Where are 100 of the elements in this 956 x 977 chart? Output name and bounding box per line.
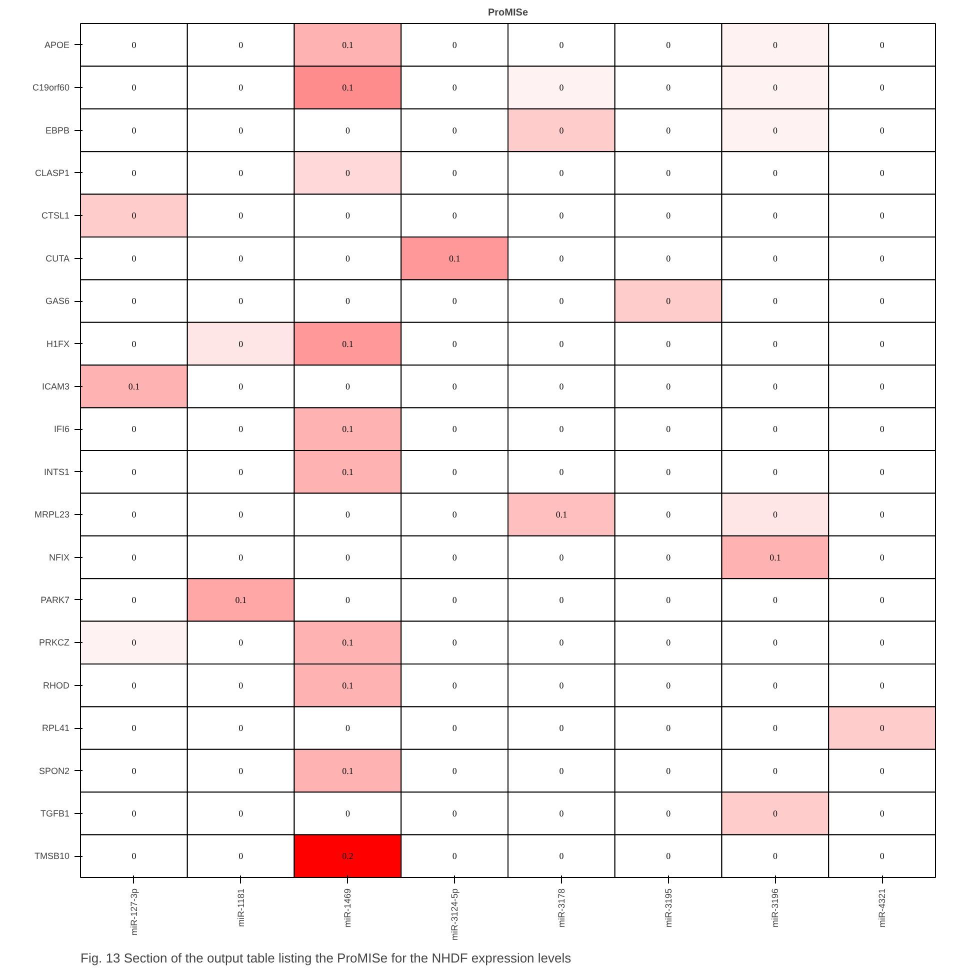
chart-title: ProMISe bbox=[488, 8, 528, 18]
data-label: 0 bbox=[238, 723, 244, 734]
data-label: 0 bbox=[666, 808, 672, 818]
data-label: 0.1 bbox=[128, 381, 140, 392]
x-tick-label: miR-3195 bbox=[663, 888, 674, 928]
data-label: 0 bbox=[666, 381, 672, 392]
data-label: 0 bbox=[132, 168, 137, 178]
data-label: 0 bbox=[880, 381, 885, 392]
data-label: 0 bbox=[559, 210, 564, 221]
data-label: 0 bbox=[452, 424, 458, 434]
data-label: 0 bbox=[452, 466, 458, 477]
data-label: 0 bbox=[880, 808, 885, 818]
data-label: 0.1 bbox=[342, 638, 354, 648]
data-label: 0.1 bbox=[342, 424, 354, 434]
data-label: 0 bbox=[452, 338, 458, 349]
y-tick-label: TMSB10 bbox=[34, 851, 70, 862]
data-label: 0 bbox=[880, 466, 885, 477]
y-tick-label: H1FX bbox=[46, 338, 70, 349]
data-label: 0 bbox=[666, 766, 672, 776]
data-label: 0 bbox=[772, 638, 778, 648]
data-label: 0 bbox=[880, 40, 885, 50]
data-label: 0 bbox=[452, 125, 458, 136]
data-label: 0 bbox=[238, 466, 244, 477]
data-label: 0 bbox=[238, 82, 244, 93]
data-label: 0 bbox=[559, 680, 564, 690]
data-label: 0 bbox=[238, 210, 244, 221]
data-label: 0 bbox=[666, 510, 672, 520]
data-label: 0 bbox=[132, 851, 137, 862]
data-label: 0 bbox=[132, 296, 137, 306]
data-label: 0 bbox=[880, 424, 885, 434]
y-tick-label: TGFB1 bbox=[40, 808, 70, 818]
data-label: 0 bbox=[452, 552, 458, 562]
data-label: 0 bbox=[238, 338, 244, 349]
data-label: 0 bbox=[880, 82, 885, 93]
data-label: 0 bbox=[772, 381, 778, 392]
data-label: 0 bbox=[880, 338, 885, 349]
caption: Fig. 13 Section of the output table listing the ProMISe for the NHDF expression levels bbox=[80, 950, 572, 966]
data-label: 0 bbox=[666, 40, 672, 50]
data-label: 0 bbox=[666, 296, 672, 306]
data-label: 0 bbox=[666, 168, 672, 178]
data-label: 0 bbox=[238, 851, 244, 862]
x-tick-label: miR-127-3p bbox=[128, 888, 139, 936]
data-label: 0.1 bbox=[342, 466, 354, 477]
data-label: 0 bbox=[132, 594, 137, 605]
y-tick-label: C19orf60 bbox=[32, 82, 70, 93]
data-label: 0 bbox=[345, 723, 350, 734]
y-tick-label: APOE bbox=[44, 40, 70, 50]
data-label: 0 bbox=[345, 552, 350, 562]
x-tick-label: miR-3178 bbox=[556, 888, 566, 928]
data-label: 0 bbox=[238, 40, 244, 50]
data-label: 0 bbox=[772, 296, 778, 306]
data-label: 0 bbox=[559, 40, 564, 50]
data-label: 0 bbox=[666, 210, 672, 221]
data-label: 0 bbox=[772, 594, 778, 605]
data-label: 0 bbox=[132, 424, 137, 434]
data-label: 0 bbox=[666, 466, 672, 477]
data-label: 0 bbox=[880, 680, 885, 690]
data-label: 0 bbox=[345, 210, 350, 221]
data-label: 0.1 bbox=[235, 594, 246, 605]
data-label: 0 bbox=[559, 723, 564, 734]
data-label: 0 bbox=[132, 723, 137, 734]
data-label: 0 bbox=[452, 680, 458, 690]
x-tick-label: miR-1469 bbox=[342, 888, 353, 928]
y-tick-label: INTS1 bbox=[44, 466, 70, 477]
data-label: 0 bbox=[880, 594, 885, 605]
data-label: 0 bbox=[666, 594, 672, 605]
x-tick-label: miR-3124-5p bbox=[450, 888, 460, 941]
y-tick-label: CUTA bbox=[46, 253, 70, 264]
data-label: 0 bbox=[132, 82, 137, 93]
data-label: 0 bbox=[345, 168, 350, 178]
data-label: 0 bbox=[772, 851, 778, 862]
data-label: 0.1 bbox=[770, 552, 781, 562]
data-label: 0 bbox=[666, 680, 672, 690]
x-tick-label: miR-3196 bbox=[770, 888, 780, 928]
data-label: 0 bbox=[880, 296, 885, 306]
data-label: 0.1 bbox=[448, 253, 460, 264]
data-label: 0 bbox=[345, 510, 350, 520]
x-tick-label: miR-1181 bbox=[236, 888, 246, 927]
data-label: 0 bbox=[772, 125, 778, 136]
data-label: 0 bbox=[772, 766, 778, 776]
x-tick-label: miR-4321 bbox=[877, 888, 888, 928]
data-label: 0 bbox=[880, 253, 885, 264]
data-label: 0 bbox=[559, 424, 564, 434]
data-label: 0 bbox=[132, 510, 137, 520]
data-label: 0 bbox=[772, 723, 778, 734]
data-label: 0 bbox=[880, 766, 885, 776]
data-label: 0 bbox=[452, 594, 458, 605]
data-label: 0 bbox=[666, 723, 672, 734]
data-label: 0 bbox=[452, 808, 458, 818]
data-label: 0 bbox=[772, 210, 778, 221]
data-label: 0 bbox=[559, 466, 564, 477]
data-label: 0 bbox=[345, 808, 350, 818]
data-label: 0 bbox=[452, 168, 458, 178]
data-label: 0 bbox=[666, 424, 672, 434]
data-label: 0 bbox=[238, 424, 244, 434]
data-label: 0.1 bbox=[342, 766, 354, 776]
data-label: 0 bbox=[238, 381, 244, 392]
y-tick-label: PRKCZ bbox=[39, 638, 70, 648]
data-label: 0 bbox=[772, 808, 778, 818]
data-label: 0 bbox=[238, 510, 244, 520]
